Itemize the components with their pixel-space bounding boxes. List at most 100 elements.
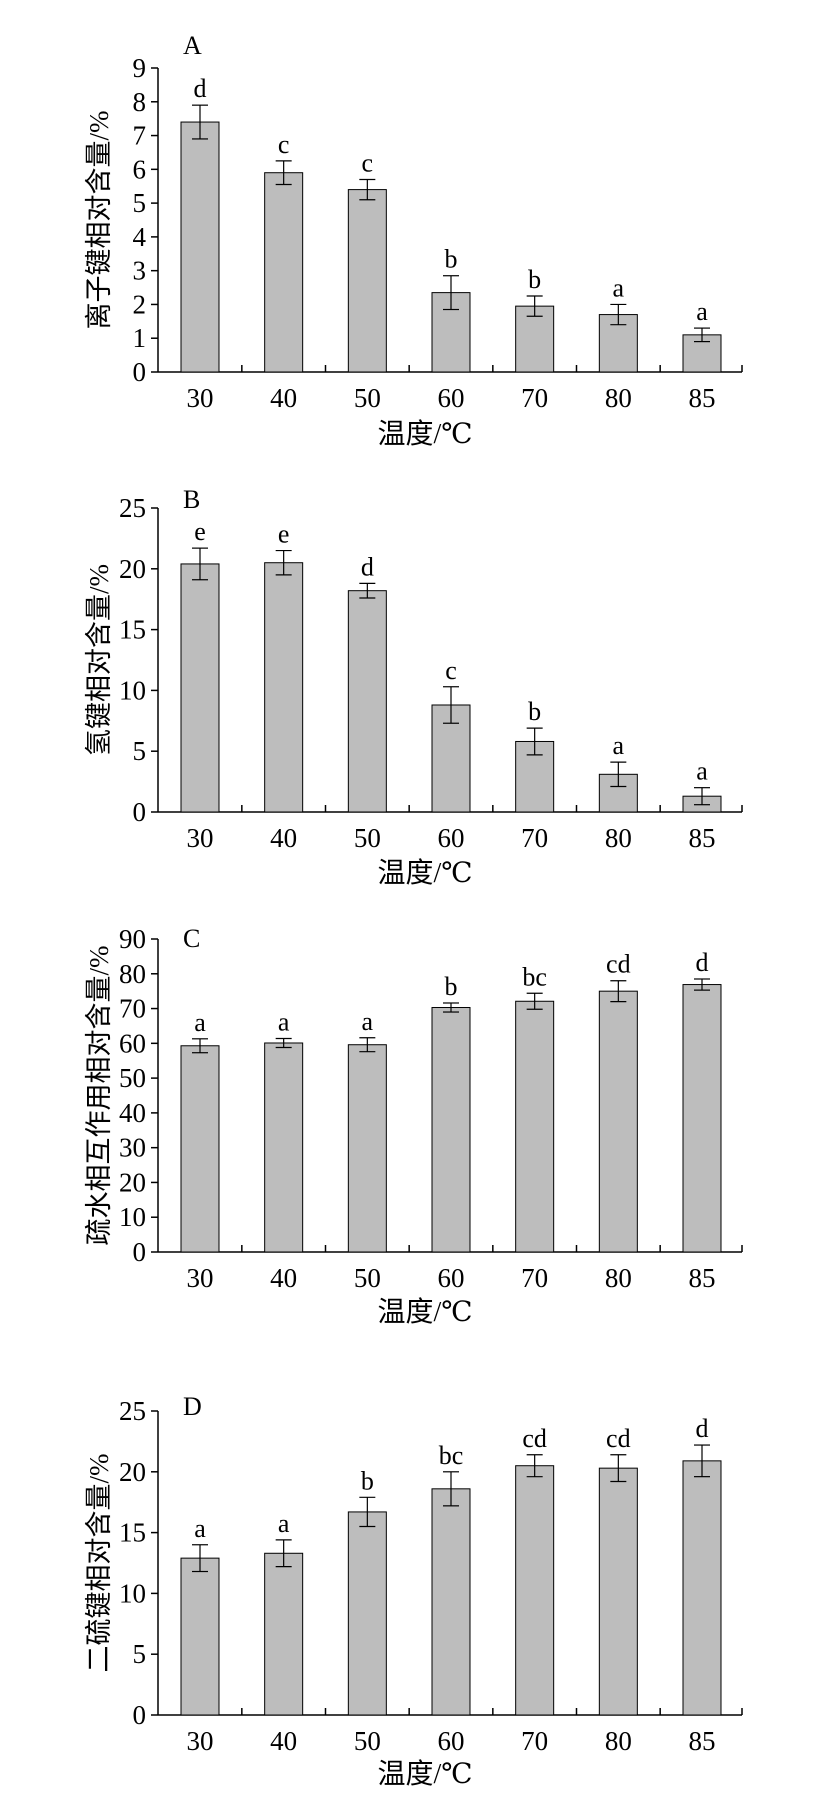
y-tick-label: 0 bbox=[133, 797, 147, 827]
bar-70 bbox=[515, 1465, 555, 1716]
x-tick-label: 50 bbox=[354, 1726, 381, 1756]
x-tick-label: 30 bbox=[187, 1263, 214, 1293]
x-tick-label: 40 bbox=[270, 1726, 297, 1756]
significance-label: a bbox=[278, 1509, 290, 1538]
bar-80 bbox=[598, 1467, 638, 1716]
significance-label: c bbox=[278, 130, 290, 159]
y-tick-label: 60 bbox=[119, 1028, 146, 1058]
x-tick-label: 40 bbox=[270, 1263, 297, 1293]
significance-label: c bbox=[445, 656, 457, 685]
significance-label: b bbox=[445, 245, 458, 274]
y-tick-label: 80 bbox=[119, 959, 146, 989]
y-tick-label: 0 bbox=[133, 1237, 147, 1267]
panel-letter: A bbox=[183, 31, 202, 60]
y-axis-label: 氢键相对含量/% bbox=[84, 564, 114, 756]
x-tick-label: 85 bbox=[689, 1726, 716, 1756]
x-axis-label: 温度/℃ bbox=[377, 418, 472, 450]
significance-label: a bbox=[194, 1008, 206, 1037]
x-tick-label: 40 bbox=[270, 823, 297, 853]
x-tick-label: 80 bbox=[605, 1726, 632, 1756]
significance-label: b bbox=[445, 972, 458, 1001]
significance-label: b bbox=[528, 265, 541, 294]
bar-50 bbox=[347, 189, 387, 373]
x-tick-label: 40 bbox=[270, 383, 297, 413]
x-tick-label: 85 bbox=[689, 383, 716, 413]
bar-85 bbox=[682, 984, 722, 1253]
panel-letter: D bbox=[183, 1392, 202, 1421]
chart-panel-c: 0 10 20 30 40 50 60 70 80 90 a 30 a 40 a 50 b 60 bc 70 cd 80 d… bbox=[84, 924, 743, 1328]
x-tick-label: 30 bbox=[187, 1726, 214, 1756]
bar-70 bbox=[515, 1000, 555, 1253]
significance-label: bc bbox=[439, 1441, 464, 1470]
x-tick-label: 50 bbox=[354, 383, 381, 413]
x-tick-label: 60 bbox=[438, 383, 465, 413]
y-tick-label: 0 bbox=[133, 1700, 147, 1730]
x-axis-label: 温度/℃ bbox=[377, 857, 472, 889]
y-tick-label: 90 bbox=[119, 924, 146, 954]
bar-80 bbox=[598, 990, 638, 1253]
x-tick-label: 50 bbox=[354, 823, 381, 853]
y-tick-label: 30 bbox=[119, 1133, 146, 1163]
y-tick-label: 25 bbox=[119, 1396, 146, 1426]
y-tick-label: 20 bbox=[119, 554, 146, 584]
y-tick-label: 5 bbox=[133, 188, 147, 218]
x-tick-label: 30 bbox=[187, 383, 214, 413]
significance-label: a bbox=[613, 273, 625, 302]
y-tick-label: 10 bbox=[119, 675, 146, 705]
bar-70 bbox=[515, 305, 555, 373]
significance-label: bc bbox=[522, 962, 547, 991]
y-tick-label: 6 bbox=[133, 154, 147, 184]
y-tick-label: 5 bbox=[133, 1639, 147, 1669]
y-tick-label: 10 bbox=[119, 1202, 146, 1232]
x-axis-label: 温度/℃ bbox=[377, 1758, 472, 1790]
significance-label: a bbox=[362, 1007, 374, 1036]
y-tick-label: 2 bbox=[133, 289, 147, 319]
panel-letter: B bbox=[183, 485, 200, 514]
bar-30 bbox=[180, 1557, 220, 1716]
x-tick-label: 60 bbox=[438, 1726, 465, 1756]
y-tick-label: 5 bbox=[133, 736, 147, 766]
bar-30 bbox=[180, 121, 220, 373]
x-tick-label: 70 bbox=[521, 823, 548, 853]
significance-label: b bbox=[361, 1466, 374, 1495]
y-tick-label: 25 bbox=[119, 493, 146, 523]
y-tick-label: 4 bbox=[133, 222, 147, 252]
x-tick-label: 80 bbox=[605, 383, 632, 413]
y-tick-label: 40 bbox=[119, 1098, 146, 1128]
bar-40 bbox=[264, 562, 304, 813]
y-axis-label: 离子键相对含量/% bbox=[84, 111, 114, 330]
y-tick-label: 1 bbox=[133, 323, 147, 353]
bar-85 bbox=[682, 1460, 722, 1716]
bar-30 bbox=[180, 563, 220, 813]
y-tick-label: 15 bbox=[119, 615, 146, 645]
x-tick-label: 70 bbox=[521, 383, 548, 413]
x-tick-label: 70 bbox=[521, 1263, 548, 1293]
x-tick-label: 85 bbox=[689, 1263, 716, 1293]
y-axis-label: 疏水相互作用相对含量/% bbox=[84, 946, 114, 1246]
significance-label: d bbox=[361, 552, 374, 581]
bar-50 bbox=[347, 590, 387, 813]
x-tick-label: 60 bbox=[438, 1263, 465, 1293]
chart-panel-d: 0 5 10 15 20 25 a 30 a 40 b 50 bc 60 cd 70 cd 80 d 85 D 温度/℃ 二… bbox=[84, 1392, 743, 1790]
bar-40 bbox=[264, 1552, 304, 1716]
panel-letter: C bbox=[183, 924, 200, 953]
y-tick-label: 15 bbox=[119, 1518, 146, 1548]
y-tick-label: 9 bbox=[133, 53, 147, 83]
bar-60 bbox=[431, 1488, 471, 1716]
significance-label: a bbox=[696, 757, 708, 786]
significance-label: cd bbox=[606, 1424, 631, 1453]
y-tick-label: 10 bbox=[119, 1578, 146, 1608]
bar-50 bbox=[347, 1511, 387, 1716]
y-tick-label: 70 bbox=[119, 994, 146, 1024]
significance-label: c bbox=[362, 148, 374, 177]
x-tick-label: 70 bbox=[521, 1726, 548, 1756]
y-tick-label: 7 bbox=[133, 121, 147, 151]
x-tick-label: 80 bbox=[605, 1263, 632, 1293]
bar-30 bbox=[180, 1045, 220, 1253]
significance-label: a bbox=[194, 1514, 206, 1543]
bar-60 bbox=[431, 1007, 471, 1253]
y-tick-label: 8 bbox=[133, 87, 147, 117]
significance-label: cd bbox=[606, 950, 631, 979]
x-tick-label: 80 bbox=[605, 823, 632, 853]
significance-label: a bbox=[278, 1007, 290, 1036]
